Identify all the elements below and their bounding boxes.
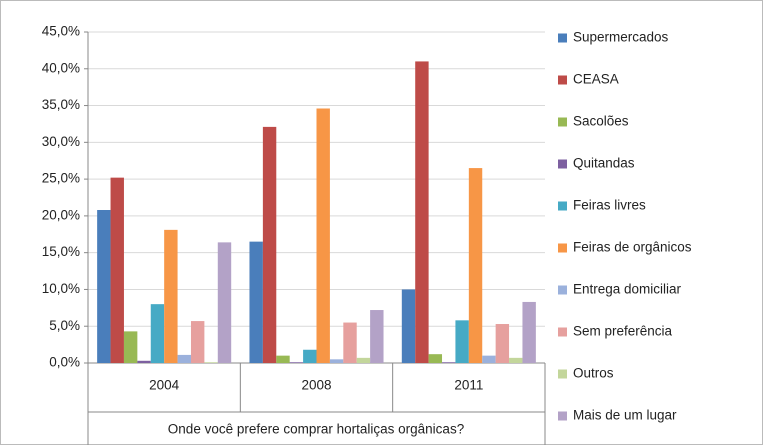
bar xyxy=(495,324,510,363)
legend-swatch xyxy=(558,75,567,85)
y-tick-label: 15,0% xyxy=(42,244,80,259)
bar xyxy=(123,331,138,363)
legend-swatch xyxy=(558,201,567,211)
y-tick-label: 35,0% xyxy=(42,97,80,112)
legend-label: Sacolões xyxy=(573,114,629,129)
bar xyxy=(370,310,384,363)
legend-swatch xyxy=(558,327,567,337)
bar xyxy=(468,168,483,363)
legend-label: Quitandas xyxy=(573,156,635,171)
bar xyxy=(262,126,277,364)
bar xyxy=(276,355,290,363)
legend-swatch xyxy=(558,117,567,127)
legend-label: CEASA xyxy=(573,72,619,87)
legend-label: Feiras de orgânicos xyxy=(573,240,692,255)
bar xyxy=(137,360,151,363)
bar xyxy=(356,357,371,363)
x-axis-label: Onde você prefere comprar hortaliças org… xyxy=(168,422,464,437)
bar xyxy=(442,362,456,363)
bar xyxy=(428,354,443,363)
bar xyxy=(110,177,124,363)
bar xyxy=(177,354,191,363)
legend-label: Entrega domiciliar xyxy=(573,282,682,297)
x-tick-label: 2011 xyxy=(454,378,483,393)
bar xyxy=(217,242,232,363)
bar xyxy=(343,322,357,363)
bar xyxy=(204,362,218,363)
legend-swatch xyxy=(558,33,567,43)
y-tick-label: 10,0% xyxy=(42,281,80,296)
x-tick-label: 2004 xyxy=(149,378,180,393)
legend-swatch xyxy=(558,411,567,421)
bar xyxy=(289,362,304,363)
bar xyxy=(164,229,178,363)
legend-label: Supermercados xyxy=(573,30,669,45)
legend-swatch xyxy=(558,369,567,379)
bar xyxy=(150,304,165,363)
bar xyxy=(455,320,469,363)
legend-label: Outros xyxy=(573,366,614,381)
legend-swatch xyxy=(558,159,567,169)
bar xyxy=(415,61,429,364)
y-tick-label: 30,0% xyxy=(42,134,80,149)
y-tick-label: 20,0% xyxy=(42,207,80,222)
legend-label: Mais de um lugar xyxy=(573,408,677,423)
bar xyxy=(303,349,317,363)
bar xyxy=(509,357,523,363)
legend-label: Feiras livres xyxy=(573,198,646,213)
bar xyxy=(329,359,344,363)
bar xyxy=(249,241,263,363)
bar xyxy=(482,355,496,363)
legend-swatch xyxy=(558,243,567,253)
legend-swatch xyxy=(558,285,567,295)
y-tick-label: 45,0% xyxy=(42,24,80,39)
y-tick-label: 25,0% xyxy=(42,171,80,186)
y-tick-label: 0,0% xyxy=(49,355,80,370)
y-tick-label: 40,0% xyxy=(42,60,80,75)
y-tick-label: 5,0% xyxy=(49,318,80,333)
bar xyxy=(190,321,205,363)
bar xyxy=(522,301,536,363)
x-tick-label: 2008 xyxy=(301,378,331,393)
bar xyxy=(401,289,416,363)
bar xyxy=(97,210,111,363)
bar xyxy=(316,108,330,364)
legend-label: Sem preferência xyxy=(573,324,673,339)
